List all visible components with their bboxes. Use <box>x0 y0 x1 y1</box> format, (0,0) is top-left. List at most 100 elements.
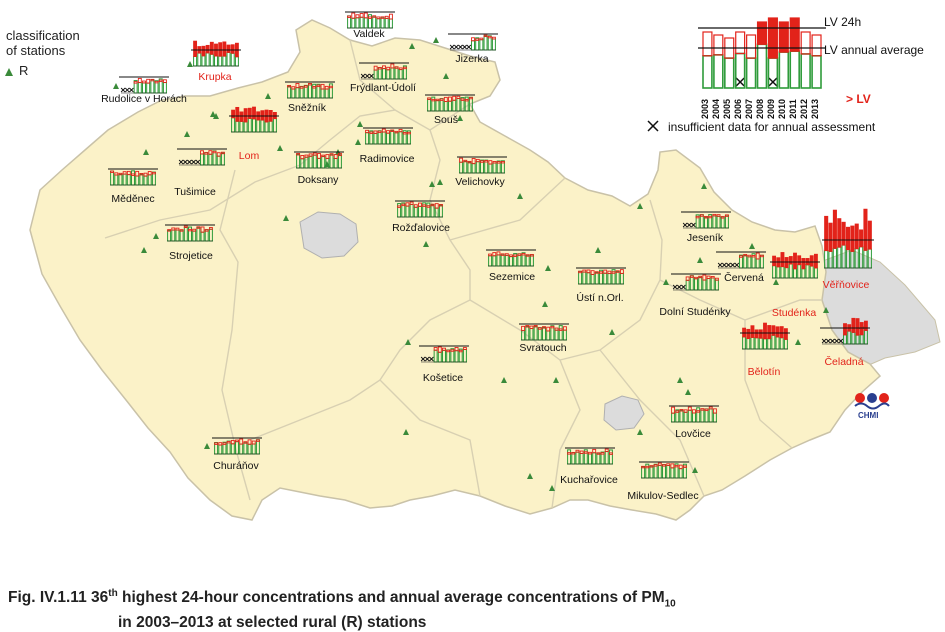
chart-bar-24h <box>771 325 776 336</box>
legend-year-label: 2011 <box>787 99 798 119</box>
chart-bar-24h <box>492 161 497 164</box>
chart-bar-24h <box>452 95 457 101</box>
chart-bar-annual <box>201 55 206 67</box>
chart-bar-24h <box>714 277 719 281</box>
chart-bar-24h <box>200 150 204 155</box>
chart-bar-24h <box>201 45 206 57</box>
chart-missing-cross <box>420 356 426 362</box>
legend-year-label: 2008 <box>755 98 766 120</box>
chart-bar-24h <box>431 98 436 102</box>
chmi-logo-text: CHMI <box>858 411 879 420</box>
chart-bar-annual <box>355 17 360 29</box>
station-chart <box>359 62 409 80</box>
chart-bar-24h <box>500 253 505 256</box>
station-marker-icon <box>595 247 601 253</box>
chart-bar-24h <box>488 253 493 257</box>
chart-bar-24h <box>446 349 451 353</box>
chart-bar-24h <box>619 269 624 274</box>
chart-bar-24h <box>649 465 654 468</box>
station-marker-icon <box>357 121 363 127</box>
chart-bar-24h <box>813 253 818 269</box>
chart-bar-24h <box>325 154 330 159</box>
station-chart <box>576 267 626 285</box>
chart-bar-24h <box>235 439 239 443</box>
legend-chart <box>698 17 826 89</box>
chart-bar-24h <box>615 270 620 273</box>
chart-bar-annual <box>384 17 389 29</box>
legend-year-label: 2013 <box>809 98 820 120</box>
chart-bar-24h <box>851 317 856 333</box>
station-label: Studénka <box>771 307 817 319</box>
station-chart <box>457 156 507 174</box>
station-label: Jeseník <box>686 232 724 244</box>
legend-bar-24h <box>800 31 811 55</box>
chart-missing-cross <box>195 159 201 165</box>
chart-bar-24h <box>828 222 833 252</box>
chart-bar-24h <box>712 213 717 217</box>
station-label: Dolní Studénky <box>659 306 731 318</box>
station-label: Valdek <box>353 28 385 40</box>
chart-bar-24h <box>377 130 382 134</box>
chart-bar-24h <box>562 326 567 331</box>
chart-bar-24h <box>586 269 591 274</box>
chart-bar-24h <box>695 215 700 219</box>
station-chart <box>519 323 569 341</box>
chart-bar-24h <box>608 452 613 455</box>
station-label: Mikulov-Sedlec <box>627 490 699 502</box>
chart-missing-cross <box>691 222 696 228</box>
station-label: Sezemice <box>488 271 536 283</box>
legend-year-label: 2010 <box>776 98 787 120</box>
chart-bar-24h <box>784 257 789 269</box>
chart-bar-24h <box>150 78 155 82</box>
chart-bar-24h <box>525 254 530 257</box>
chart-bar-annual <box>388 18 393 29</box>
chart-bar-24h <box>175 227 180 231</box>
chart-bar-24h <box>300 155 305 160</box>
chart-bar-24h <box>611 271 616 274</box>
chart-bar-24h <box>841 221 846 246</box>
chart-bar-24h <box>702 274 707 281</box>
chart-bar-24h <box>767 325 772 340</box>
chart-bar-24h <box>692 409 696 414</box>
chart-bar-24h <box>496 161 501 164</box>
chart-bar-24h <box>388 13 393 20</box>
legend-lv-24h: LV 24h <box>824 15 862 29</box>
chart-bar-24h <box>706 275 711 279</box>
station-marker-icon <box>527 473 533 479</box>
chart-bar-24h <box>204 152 209 155</box>
chart-bar-24h <box>683 409 688 413</box>
station-label: Strojetice <box>169 250 213 262</box>
chart-bar-24h <box>382 65 386 70</box>
chart-bar-24h <box>529 325 534 329</box>
chart-bar-24h <box>755 252 760 260</box>
station-marker-icon <box>545 265 551 271</box>
chart-bar-24h <box>603 269 608 274</box>
chart-missing-cross <box>369 73 374 79</box>
station-chart <box>419 345 469 363</box>
chart-bar-annual <box>137 82 142 94</box>
chart-bar-24h <box>308 83 312 86</box>
chart-bar-annual <box>230 52 235 67</box>
chart-bar-24h <box>704 408 709 412</box>
chart-bar-annual <box>359 16 364 29</box>
station-chart <box>212 437 262 455</box>
station-marker-icon <box>553 377 559 383</box>
chart-bar-annual <box>205 52 210 67</box>
chart-bar-24h <box>641 465 646 469</box>
chart-bar-24h <box>594 271 599 274</box>
chart-bar-24h <box>758 329 763 339</box>
chart-bar-24h <box>537 327 542 330</box>
station-label: Čeladná <box>824 356 864 368</box>
station-label: Svratouch <box>519 342 567 354</box>
chart-missing-cross <box>429 356 434 362</box>
chart-bar-24h <box>479 37 484 41</box>
chart-bar-24h <box>521 325 526 332</box>
chart-bar-24h <box>146 78 151 84</box>
chart-bar-24h <box>426 205 431 208</box>
chart-bar-24h <box>131 173 135 176</box>
chart-missing-cross <box>453 44 459 50</box>
legend-bar-annual <box>800 53 811 89</box>
legend-bar-annual <box>811 54 822 89</box>
chart-bar-24h <box>600 452 605 455</box>
chart-bar-24h <box>118 172 123 176</box>
